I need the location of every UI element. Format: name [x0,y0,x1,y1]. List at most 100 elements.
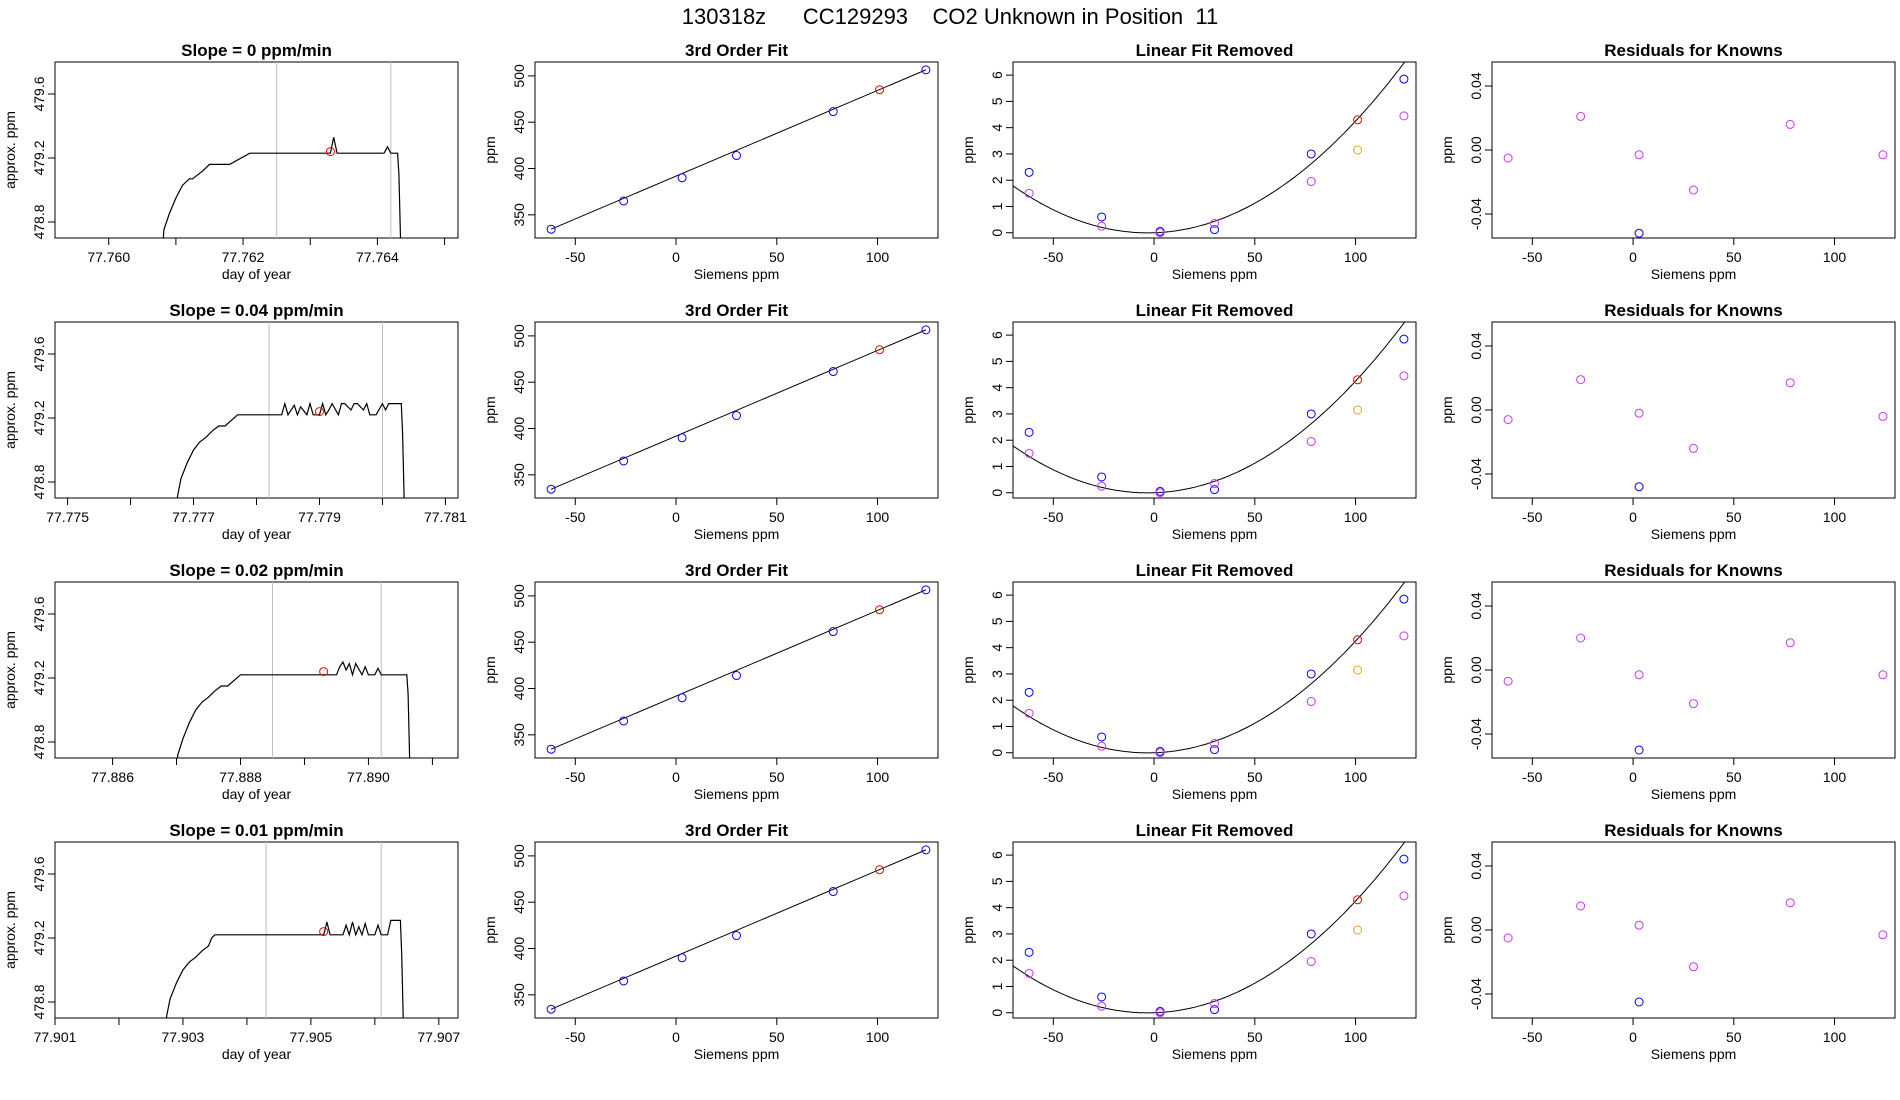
data-point [1634,920,1644,930]
y-tick-label: 0.04 [1468,72,1484,99]
fit-curve [1013,322,1406,494]
plot-frame [534,581,939,759]
y-tick-label: 1 [989,982,1005,990]
data-point [677,173,687,183]
data-point [1576,901,1586,911]
y-tick-label: 350 [511,983,527,1007]
x-tick-label: 100 [1344,1029,1368,1045]
panel-title: Residuals for Knowns [1604,301,1783,320]
data-point [1878,670,1888,680]
plot-frame [534,841,939,1019]
data-point [1576,375,1586,385]
x-tick-label: 77.901 [34,1029,77,1045]
data-point [1785,119,1795,129]
panel-3-1: Slope = 0.02 ppm/min 77.886 77.888 77.890 47… [2,561,459,802]
data-layer [1503,633,1888,755]
x-tick-label: 0 [1150,509,1158,525]
x-tick-label: 50 [1247,509,1263,525]
x-tick-label: 50 [1726,509,1742,525]
y-tick-label: 479.2 [31,140,47,175]
plot-frame [1491,841,1896,1019]
data-point [1210,999,1219,1009]
panel-4-3: Linear Fit Removed -50 0 50 100 0 1 2 3 4 5 6 Siemen… [960,821,1417,1062]
x-tick-label: 100 [866,509,890,525]
x-tick-label: 100 [1823,769,1847,785]
y-tick-label: 3 [989,930,1005,938]
y-axis-label: ppm [482,656,498,683]
y-tick-label: 2 [989,436,1005,444]
y-tick-label: 3 [989,150,1005,158]
data-point [1024,448,1034,458]
y-tick-label: 6 [989,591,1005,599]
x-tick-label: 0 [1150,249,1158,265]
x-tick-label: 50 [769,249,785,265]
data-point [1155,1008,1165,1018]
data-layer [1013,62,1409,238]
x-axis-label: Siemens ppm [694,1046,780,1062]
data-point [1353,895,1363,905]
data-point [828,107,838,117]
y-tick-label: 479.2 [31,660,47,695]
data-point [1634,997,1644,1007]
data-point [1097,221,1107,231]
y-tick-label: 0.00 [1468,136,1484,163]
panel-3-4: Residuals for Knowns -50 0 50 100 -0.04 0.00 0.… [1439,561,1896,802]
data-point [875,345,885,355]
fit-line [550,69,927,230]
data-point [828,887,838,897]
panel-2-2: 3rd Order Fit -50 0 50 100 350 400 450 500 Siemen… [482,301,939,542]
x-tick-label: 77.903 [162,1029,205,1045]
y-tick-label: 2 [989,696,1005,704]
data-layer [546,325,931,494]
data-point [1210,225,1219,235]
x-axis-label: Siemens ppm [1651,786,1737,802]
fit-curve [1013,582,1406,754]
x-tick-label: 50 [769,769,785,785]
data-layer [165,842,404,1018]
x-tick-label: 100 [1823,249,1847,265]
panel-title: Slope = 0.02 ppm/min [169,561,343,580]
y-axis-label: approx. ppm [2,371,18,449]
x-tick-label: 77.779 [298,509,341,525]
data-point [732,931,741,941]
data-layer [1013,842,1409,1018]
y-tick-label: 500 [511,64,527,88]
panel-title: Residuals for Knowns [1604,41,1783,60]
y-tick-label: 400 [511,677,527,701]
data-point [1634,745,1644,755]
data-point [1399,371,1409,381]
y-tick-label: -0.04 [1468,198,1484,230]
y-tick-label: 479.6 [31,596,47,631]
x-tick-label: -50 [565,249,585,265]
data-point [1210,479,1219,489]
data-layer [1013,322,1409,498]
data-layer [162,62,402,238]
y-tick-label: 450 [511,630,527,654]
data-layer [1013,582,1409,758]
panel-title: Slope = 0.04 ppm/min [169,301,343,320]
data-point [1353,665,1363,675]
panel-1-1: Slope = 0 ppm/min 77.760 77.762 77.764 478.8… [2,41,459,282]
data-point [732,151,741,161]
x-tick-label: 100 [1823,1029,1847,1045]
y-tick-label: 479.6 [31,336,47,371]
data-point [1306,437,1316,447]
x-tick-label: 50 [1247,249,1263,265]
panel-2-1: Slope = 0.04 ppm/min 77.775 77.777 77.779 77… [2,301,467,542]
data-point [921,325,931,335]
plot-frame [1491,61,1896,239]
plot-frame [54,841,459,1019]
data-point [1155,488,1165,498]
x-tick-label: -50 [1043,769,1063,785]
x-tick-label: -50 [565,1029,585,1045]
data-point [1399,854,1409,864]
data-point [1878,930,1888,940]
data-point [921,65,931,75]
plot-frame [534,61,939,239]
x-tick-label: 50 [1247,1029,1263,1045]
data-point [1353,145,1363,155]
data-layer [546,585,931,754]
trace-line [165,919,404,1018]
y-tick-label: 4 [989,644,1005,652]
